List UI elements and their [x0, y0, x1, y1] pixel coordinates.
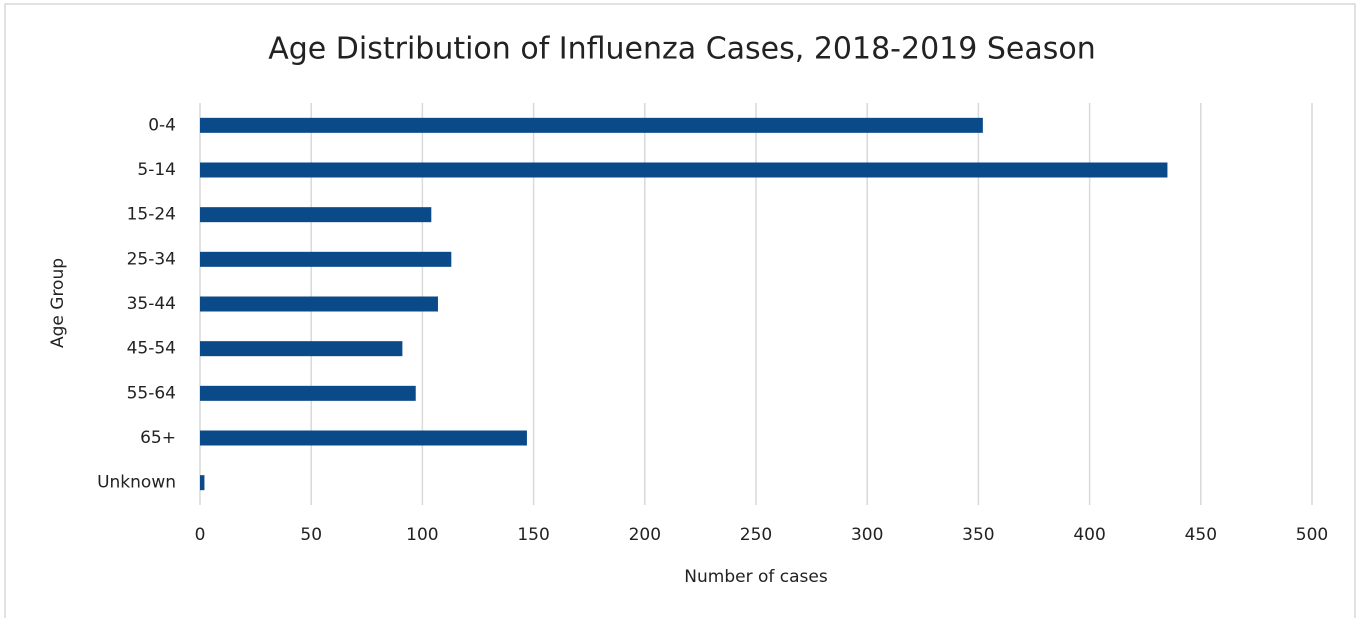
x-tick-label: 100 [406, 525, 438, 545]
x-tick-label: 250 [740, 525, 772, 545]
y-tick-label: 0-4 [148, 115, 176, 135]
x-tick-label: 500 [1296, 525, 1328, 545]
y-tick-label: 55-64 [127, 383, 176, 403]
x-tick-label: 150 [517, 525, 549, 545]
bar [200, 162, 1168, 178]
bar [200, 296, 438, 312]
x-tick-label: 0 [195, 525, 206, 545]
chart-title: Age Distribution of Influenza Cases, 201… [268, 32, 1096, 67]
x-tick-label: 400 [1073, 525, 1105, 545]
y-tick-label: 25-34 [127, 249, 176, 269]
y-tick-label: Unknown [97, 473, 176, 493]
x-tick-label: 450 [1185, 525, 1217, 545]
x-tick-label: 50 [300, 525, 322, 545]
y-tick-label: 65+ [140, 428, 176, 448]
bar [200, 251, 452, 267]
y-tick-label: 5-14 [137, 160, 176, 180]
bar [200, 207, 432, 223]
y-axis-label: Age Group [48, 258, 68, 348]
y-tick-label: 35-44 [127, 294, 176, 314]
x-tick-label: 350 [962, 525, 994, 545]
bar [200, 475, 205, 491]
bar [200, 385, 416, 401]
bar [200, 341, 403, 357]
bar [200, 117, 983, 133]
x-tick-label: 300 [851, 525, 883, 545]
x-axis-label: Number of cases [684, 567, 828, 587]
x-tick-label: 200 [629, 525, 661, 545]
y-tick-label: 45-54 [127, 339, 176, 359]
y-tick-label: 15-24 [127, 205, 176, 225]
bar [200, 430, 527, 446]
